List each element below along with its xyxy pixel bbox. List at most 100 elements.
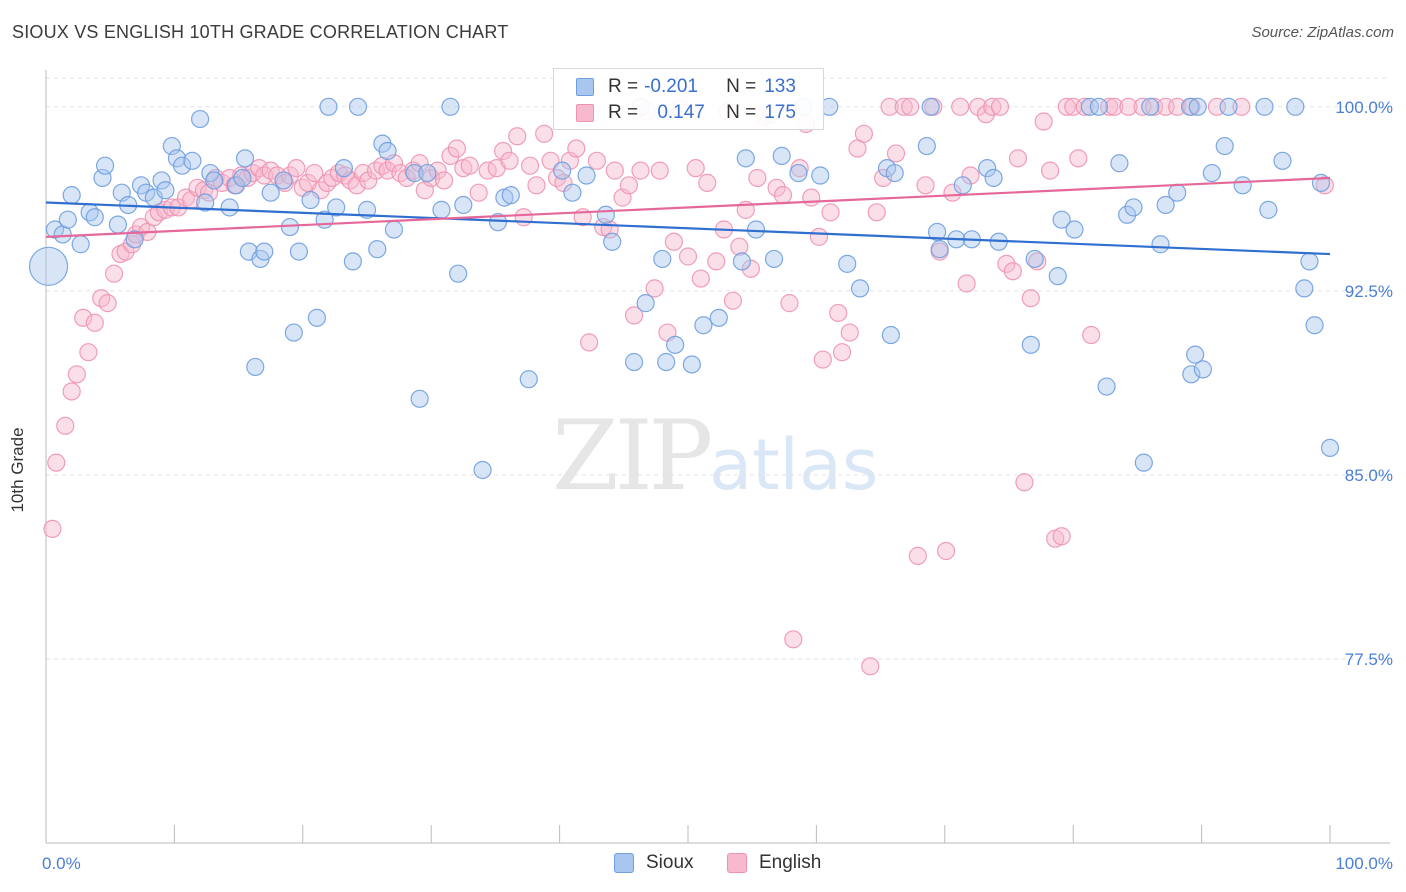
english-point — [287, 159, 306, 178]
sioux-point — [473, 460, 492, 480]
sioux-point — [1215, 136, 1234, 156]
sioux-point — [307, 308, 327, 327]
sioux-point — [1186, 345, 1205, 364]
sioux-point — [653, 249, 672, 269]
sioux-point — [255, 242, 274, 261]
sioux-point — [1305, 316, 1324, 335]
english-point — [894, 97, 913, 116]
sioux-point — [736, 149, 755, 168]
english-point — [943, 183, 962, 202]
english-point — [508, 127, 527, 146]
source-note: Source: ZipAtlas.com — [1251, 24, 1394, 41]
sioux-point — [850, 279, 870, 298]
english-point — [1052, 527, 1071, 546]
sioux-point — [220, 198, 239, 217]
sioux-point — [563, 183, 582, 202]
english-point — [1008, 149, 1028, 168]
sioux-point — [246, 357, 265, 377]
english-point — [336, 166, 355, 185]
trendlines — [45, 176, 1331, 256]
english-point — [460, 156, 479, 175]
sioux-point — [441, 97, 460, 116]
english-point — [997, 254, 1016, 273]
english-point — [1015, 473, 1034, 492]
watermark-zip: ZIP — [552, 400, 713, 512]
sioux-point — [1188, 97, 1207, 116]
sioux-point — [261, 183, 280, 202]
sioux-point — [348, 97, 368, 116]
sioux-point — [553, 161, 572, 180]
english-point — [861, 657, 880, 676]
english-point — [780, 294, 799, 313]
sioux-point — [577, 166, 596, 185]
english-point — [854, 124, 874, 143]
sioux-point — [682, 355, 701, 374]
y-tick-label: 92.5% — [1345, 282, 1393, 301]
english-point — [730, 237, 749, 256]
sioux-point — [301, 190, 320, 210]
axes — [45, 70, 1390, 844]
sioux-point — [694, 316, 713, 335]
english-point — [784, 630, 803, 649]
sioux-point — [1273, 151, 1292, 170]
english-point — [98, 294, 117, 313]
english-point — [500, 151, 519, 170]
english-point — [1100, 97, 1119, 116]
sioux-point — [1219, 97, 1238, 116]
sioux-point — [1311, 173, 1331, 192]
sioux-point — [1025, 249, 1044, 269]
watermark-atlas: atlas — [709, 424, 879, 506]
sioux-point — [1089, 97, 1108, 116]
sioux-point — [978, 159, 997, 178]
correlation-legend: R = -0.201 N = 133 R = 0.147 N = 175 — [553, 68, 824, 130]
legend-item-english[interactable]: English — [727, 852, 821, 874]
legend-item-sioux[interactable]: Sioux — [614, 852, 694, 874]
sioux-point — [58, 210, 77, 229]
sioux-point — [811, 166, 830, 185]
english-point — [1105, 97, 1124, 116]
english-point — [318, 173, 337, 192]
sioux-point — [1118, 205, 1137, 224]
sioux-point — [1259, 200, 1278, 219]
sioux-point — [28, 246, 69, 286]
sioux-point — [62, 186, 81, 205]
sioux-point — [1168, 183, 1187, 202]
tick-labels: 77.5% 85.0% 92.5% 100.0% 0.0% 100.0% — [42, 98, 1393, 873]
english-point — [809, 227, 829, 246]
english-point — [494, 141, 513, 161]
english-point — [650, 161, 669, 180]
sioux-point — [233, 168, 252, 188]
sioux-point — [1048, 267, 1067, 286]
english-n-value: 175 — [764, 102, 796, 123]
english-point — [1119, 97, 1138, 116]
english-point — [441, 146, 460, 165]
sioux-swatch — [576, 78, 594, 96]
sioux-point — [152, 171, 171, 190]
sioux-r-value: -0.201 — [644, 76, 698, 97]
sioux-point — [1097, 377, 1116, 396]
english-point — [1082, 325, 1101, 345]
sioux-point — [881, 325, 900, 345]
english-point — [85, 313, 104, 332]
sioux-point — [1233, 176, 1252, 195]
english-point — [813, 350, 832, 369]
sioux-legend-label: Sioux — [646, 852, 694, 873]
english-r-value: 0.147 — [657, 102, 705, 123]
legend-row-english: R = 0.147 N = 175 — [576, 101, 796, 125]
sioux-point — [378, 141, 397, 161]
english-point — [874, 168, 893, 188]
english-point — [1040, 161, 1060, 180]
sioux-point — [953, 176, 972, 195]
english-point — [867, 203, 886, 222]
y-tick-label: 77.5% — [1345, 650, 1393, 669]
english-point — [645, 279, 664, 298]
english-point — [698, 173, 717, 192]
sioux-point — [226, 176, 246, 195]
n-label: N = — [726, 76, 757, 97]
english-point — [886, 144, 906, 163]
sioux-point — [596, 205, 615, 224]
n-label: N = — [726, 102, 757, 123]
english-point — [631, 161, 650, 180]
sioux-point — [343, 252, 362, 271]
sioux-point — [196, 193, 215, 212]
